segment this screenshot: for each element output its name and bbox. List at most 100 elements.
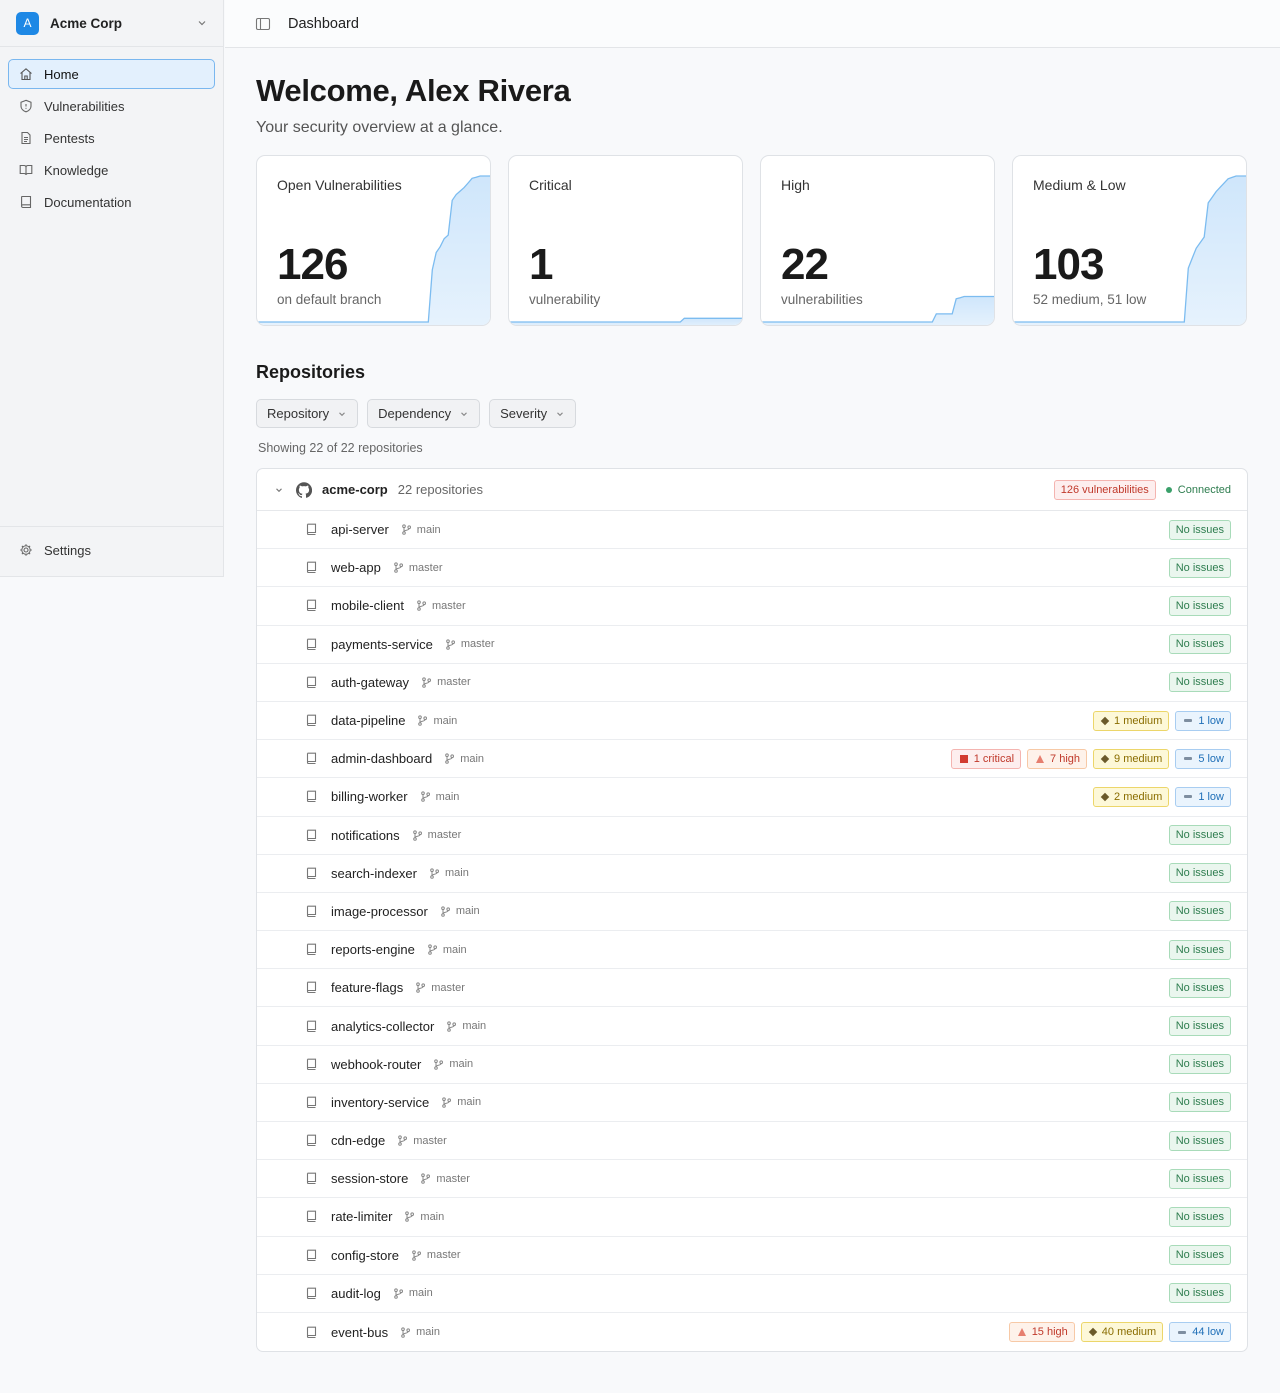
- status-badge[interactable]: No issues: [1168, 672, 1231, 693]
- table-row[interactable]: api-server main No issues: [257, 511, 1247, 550]
- status-badge[interactable]: No issues: [1168, 1245, 1231, 1266]
- table-row[interactable]: webhook-router main No issues: [257, 1046, 1247, 1084]
- stat-card-open-vulnerabilities[interactable]: Open Vulnerabilities 126 on default bran…: [256, 155, 491, 326]
- high-triangle-icon: [1036, 754, 1045, 763]
- repo-name[interactable]: mobile-client: [331, 598, 404, 614]
- repo-name[interactable]: analytics-collector: [331, 1018, 435, 1034]
- table-row[interactable]: notifications master No issues: [257, 817, 1247, 855]
- repo-name[interactable]: inventory-service: [331, 1094, 430, 1110]
- branch-name: main: [420, 1210, 445, 1223]
- stat-card-medium-low[interactable]: Medium & Low 103 52 medium, 51 low: [1012, 155, 1247, 326]
- sidebar-toggle-icon[interactable]: [255, 16, 271, 32]
- stat-card-critical[interactable]: Critical 1 vulnerability: [508, 155, 743, 326]
- org-group-header[interactable]: acme-corp 22 repositories 126 vulnerabil…: [257, 469, 1247, 511]
- severity-badge-high[interactable]: 15 high: [1008, 1322, 1075, 1343]
- table-row[interactable]: data-pipeline main 1 medium 1 low: [257, 702, 1247, 741]
- status-badge[interactable]: No issues: [1168, 901, 1231, 922]
- status-badge[interactable]: No issues: [1168, 825, 1231, 846]
- gear-icon: [19, 543, 33, 557]
- repo-name[interactable]: data-pipeline: [331, 713, 406, 729]
- repo-name[interactable]: payments-service: [331, 636, 433, 652]
- git-branch-icon: [429, 868, 440, 879]
- status-badge[interactable]: No issues: [1168, 1206, 1231, 1227]
- status-badge[interactable]: No issues: [1168, 1054, 1231, 1075]
- repo-name[interactable]: webhook-router: [331, 1056, 422, 1072]
- table-row[interactable]: web-app master No issues: [257, 549, 1247, 588]
- table-row[interactable]: inventory-service main No issues: [257, 1084, 1247, 1122]
- repo-name[interactable]: notifications: [331, 827, 400, 843]
- severity-badge-low[interactable]: 44 low: [1169, 1322, 1231, 1343]
- sidebar-item-pentests[interactable]: Pentests: [8, 123, 215, 153]
- severity-badge-medium[interactable]: 2 medium: [1093, 786, 1170, 807]
- table-row[interactable]: feature-flags master No issues: [257, 969, 1247, 1008]
- severity-badge-low[interactable]: 1 low: [1175, 786, 1231, 807]
- table-row[interactable]: config-store master No issues: [257, 1237, 1247, 1275]
- repo-name[interactable]: cdn-edge: [331, 1133, 386, 1149]
- repo-name[interactable]: rate-limiter: [331, 1209, 393, 1225]
- status-badge[interactable]: No issues: [1168, 557, 1231, 578]
- severity-badge-low[interactable]: 5 low: [1175, 748, 1231, 769]
- status-badge[interactable]: No issues: [1168, 1016, 1231, 1037]
- status-badge[interactable]: No issues: [1168, 595, 1231, 616]
- table-row[interactable]: admin-dashboard main 1 critical 7 high 9 med…: [257, 740, 1247, 779]
- table-row[interactable]: auth-gateway master No issues: [257, 664, 1247, 702]
- status-badge[interactable]: No issues: [1168, 1130, 1231, 1151]
- branch-name: main: [442, 943, 467, 956]
- status-badge[interactable]: No issues: [1168, 634, 1231, 655]
- status-badge[interactable]: No issues: [1168, 863, 1231, 884]
- status-badge[interactable]: No issues: [1168, 519, 1231, 540]
- table-row[interactable]: analytics-collector main No issues: [257, 1007, 1247, 1046]
- table-row[interactable]: rate-limiter main No issues: [257, 1198, 1247, 1237]
- status-badge[interactable]: No issues: [1168, 977, 1231, 998]
- badge-label: No issues: [1175, 981, 1224, 994]
- sidebar-item-vulnerabilities[interactable]: Vulnerabilities: [8, 91, 215, 121]
- filter-severity[interactable]: Severity: [489, 399, 577, 428]
- repo-name[interactable]: search-indexer: [331, 865, 417, 881]
- repo-name[interactable]: event-bus: [331, 1324, 389, 1340]
- table-row[interactable]: search-indexer main No issues: [257, 855, 1247, 893]
- severity-badge-medium[interactable]: 1 medium: [1093, 710, 1170, 731]
- chevron-down-icon[interactable]: [274, 485, 284, 495]
- status-badge[interactable]: No issues: [1168, 1168, 1231, 1189]
- severity-badge-critical[interactable]: 1 critical: [950, 748, 1022, 769]
- table-row[interactable]: reports-engine main No issues: [257, 931, 1247, 970]
- stat-card-subtitle: 52 medium, 51 low: [1033, 292, 1147, 307]
- severity-badge-high[interactable]: 7 high: [1027, 748, 1088, 769]
- table-row[interactable]: audit-log main No issues: [257, 1275, 1247, 1313]
- repo-name[interactable]: config-store: [331, 1247, 399, 1263]
- status-badge[interactable]: No issues: [1168, 939, 1231, 960]
- repo-name[interactable]: reports-engine: [331, 942, 415, 958]
- repo-name[interactable]: api-server: [331, 522, 389, 538]
- table-row[interactable]: mobile-client master No issues: [257, 587, 1247, 626]
- repo-name[interactable]: admin-dashboard: [331, 751, 433, 767]
- repo-name[interactable]: web-app: [331, 560, 381, 576]
- table-row[interactable]: cdn-edge master No issues: [257, 1122, 1247, 1161]
- repo-name[interactable]: audit-log: [331, 1285, 381, 1301]
- repo-name[interactable]: image-processor: [331, 903, 428, 919]
- org-switcher[interactable]: A Acme Corp: [0, 0, 223, 47]
- severity-badge-medium[interactable]: 9 medium: [1093, 748, 1170, 769]
- stat-card-high[interactable]: High 22 vulnerabilities: [760, 155, 995, 326]
- table-row[interactable]: billing-worker main 2 medium 1 low: [257, 778, 1247, 817]
- sidebar-item-knowledge[interactable]: Knowledge: [8, 155, 215, 185]
- repo-name[interactable]: billing-worker: [331, 789, 408, 805]
- sidebar-item-settings[interactable]: Settings: [8, 535, 215, 565]
- filter-dependency[interactable]: Dependency: [367, 399, 481, 428]
- sidebar-item-documentation[interactable]: Documentation: [8, 187, 215, 217]
- repo-name[interactable]: auth-gateway: [331, 674, 410, 690]
- status-badge[interactable]: No issues: [1168, 1283, 1231, 1304]
- filter-repository[interactable]: Repository: [256, 399, 359, 428]
- branch-label: main: [417, 715, 457, 727]
- table-row[interactable]: image-processor main No issues: [257, 893, 1247, 932]
- severity-badge-medium[interactable]: 40 medium: [1080, 1322, 1164, 1343]
- status-badge[interactable]: No issues: [1168, 1092, 1231, 1113]
- filter-bar: Repository Dependency Severity: [256, 399, 1248, 428]
- sidebar-item-label: Home: [44, 66, 79, 82]
- repo-name[interactable]: feature-flags: [331, 980, 404, 996]
- table-row[interactable]: event-bus main 15 high 40 medium 44 low: [257, 1313, 1247, 1351]
- repo-name[interactable]: session-store: [331, 1171, 409, 1187]
- table-row[interactable]: payments-service master No issues: [257, 626, 1247, 664]
- table-row[interactable]: session-store master No issues: [257, 1160, 1247, 1199]
- sidebar-item-home[interactable]: Home: [8, 59, 215, 89]
- severity-badge-low[interactable]: 1 low: [1175, 710, 1231, 731]
